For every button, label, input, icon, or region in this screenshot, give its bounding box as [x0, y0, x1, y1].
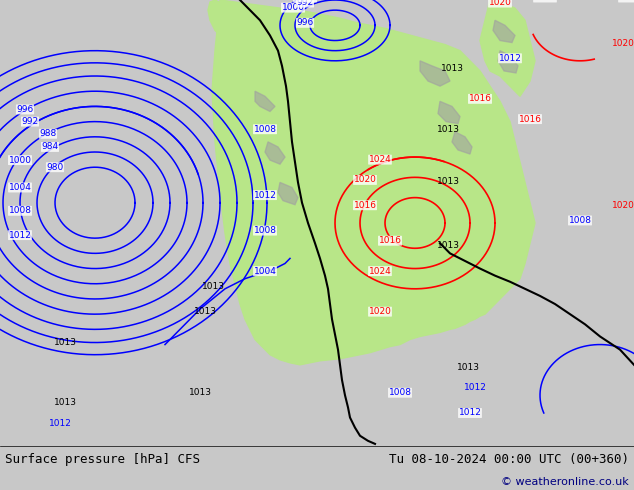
- Polygon shape: [278, 182, 298, 205]
- Text: 1012: 1012: [463, 383, 486, 392]
- Polygon shape: [498, 50, 518, 73]
- Text: 1020: 1020: [354, 175, 377, 184]
- Polygon shape: [212, 0, 535, 365]
- Text: 1012: 1012: [49, 418, 72, 428]
- Polygon shape: [480, 0, 535, 96]
- Text: 1000: 1000: [8, 156, 32, 165]
- Text: 1020: 1020: [368, 307, 391, 316]
- Text: 992: 992: [22, 117, 39, 126]
- Text: 1013: 1013: [441, 64, 463, 73]
- Text: 1024: 1024: [368, 267, 391, 275]
- Text: 996: 996: [16, 105, 34, 114]
- Text: 1008: 1008: [254, 125, 276, 134]
- Text: 1012: 1012: [254, 191, 276, 199]
- Text: 1013: 1013: [456, 363, 479, 372]
- Polygon shape: [493, 20, 515, 43]
- Text: 1013: 1013: [53, 398, 77, 407]
- Text: 1000: 1000: [281, 3, 304, 12]
- Text: 1024: 1024: [619, 0, 634, 2]
- Text: 1013: 1013: [202, 282, 224, 291]
- Text: 1020-: 1020-: [612, 201, 634, 210]
- Text: 1000: 1000: [294, 0, 316, 2]
- Text: 1016: 1016: [519, 115, 541, 123]
- Text: Surface pressure [hPa] CFS: Surface pressure [hPa] CFS: [5, 453, 200, 466]
- Text: 1004: 1004: [9, 183, 32, 192]
- Text: 1013: 1013: [193, 307, 216, 316]
- Text: 988: 988: [39, 129, 56, 138]
- Text: © weatheronline.co.uk: © weatheronline.co.uk: [501, 477, 629, 487]
- Text: 1013: 1013: [53, 338, 77, 346]
- Polygon shape: [255, 91, 275, 112]
- Text: 1008: 1008: [254, 226, 276, 235]
- Polygon shape: [452, 132, 472, 154]
- Polygon shape: [420, 61, 450, 86]
- Text: 1012: 1012: [9, 231, 32, 240]
- Text: 1013: 1013: [436, 177, 460, 186]
- Text: 992: 992: [297, 0, 314, 7]
- Text: 1008: 1008: [8, 206, 32, 215]
- Text: 1013: 1013: [436, 241, 460, 250]
- Polygon shape: [208, 0, 250, 43]
- Text: 1008: 1008: [389, 388, 411, 397]
- Text: 1020: 1020: [489, 0, 512, 7]
- Text: 1004: 1004: [254, 267, 276, 275]
- Text: 1016: 1016: [378, 236, 401, 245]
- Text: 1013: 1013: [436, 125, 460, 134]
- Text: 1012: 1012: [458, 409, 481, 417]
- Text: 1016: 1016: [354, 201, 377, 210]
- Text: 1008: 1008: [569, 216, 592, 225]
- Text: 1024: 1024: [534, 0, 557, 2]
- Text: 1012: 1012: [498, 54, 521, 63]
- Text: 996: 996: [296, 18, 314, 27]
- Text: 1024: 1024: [368, 155, 391, 164]
- Text: 984: 984: [41, 143, 58, 151]
- Text: 1020-: 1020-: [612, 39, 634, 48]
- Polygon shape: [265, 142, 285, 164]
- Text: 1016: 1016: [469, 95, 491, 103]
- Polygon shape: [438, 101, 460, 123]
- Text: 980: 980: [46, 163, 63, 172]
- Text: Tu 08-10-2024 00:00 UTC (00+360): Tu 08-10-2024 00:00 UTC (00+360): [389, 453, 629, 466]
- Text: 1013: 1013: [188, 388, 212, 397]
